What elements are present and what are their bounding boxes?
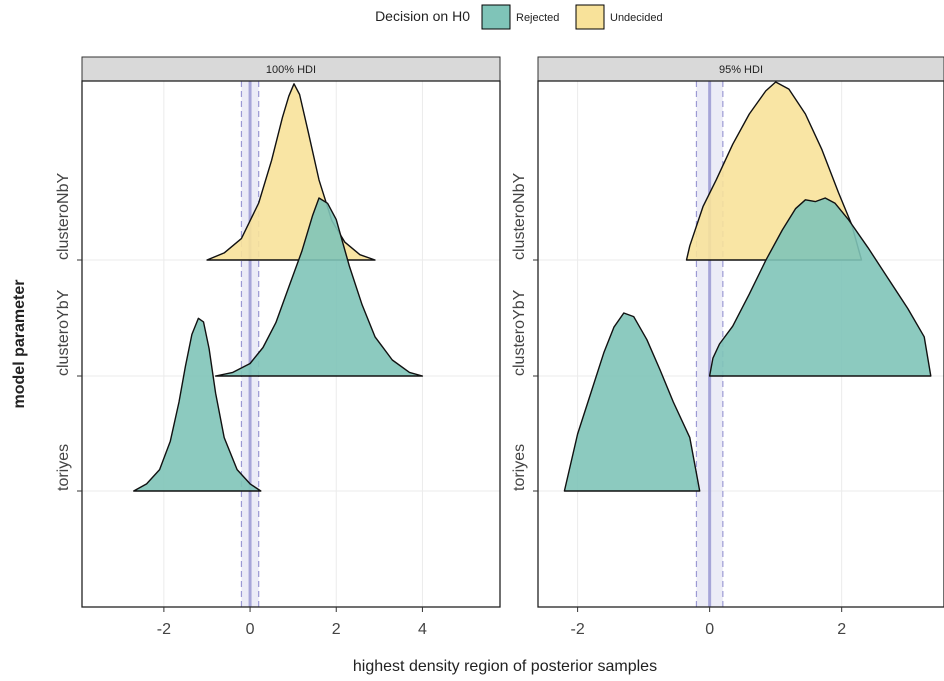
ridge-clusteroNbY-undecided [206,83,376,261]
ridge-clusteroYbY-rejected [708,197,932,377]
panel-1: 100% HDI -2 0 2 4 toriyes clusteroYbY clusteroN… [55,56,501,638]
y-tick-label-clusteroNbY: clusteroNbY [511,173,528,260]
y-tick-label-toriyes: toriyes [55,444,72,491]
x-axis-title: highest density region of posterior samp… [353,658,657,675]
panel-border [537,80,944,608]
y-tick-label-clusteroNbY: clusteroNbY [55,173,72,260]
legend-label-rejected: Rejected [516,12,559,24]
legend-key-undecided [575,4,605,30]
legend-title: Decision on H0 [375,8,470,24]
x-tick-label: -2 [570,621,584,638]
y-tick-label-clusteroYbY: clusteroYbY [55,289,72,376]
x-tick-label: 0 [246,621,255,638]
x-tick-label: -2 [157,621,171,638]
x-tick-label: 2 [837,621,846,638]
legend-key-rejected [481,4,511,30]
y-tick-label-clusteroYbY: clusteroYbY [511,289,528,376]
panel-2: 95% HDI -2 0 2 toriyes clusteroYbY clusteroNbY [511,56,944,638]
legend-label-undecided: Undecided [610,12,663,24]
ridge-clusteroYbY-rejected [214,197,424,377]
x-tick-label: 4 [418,621,427,638]
ridge-toriyes-rejected [563,312,701,492]
x-tick-label: 2 [332,621,341,638]
panel-strip [81,56,501,82]
panel-strip-label: 95% HDI [719,64,763,76]
panel-strip [537,56,944,82]
x-tick-label: 0 [705,621,714,638]
y-tick-label-toriyes: toriyes [511,444,528,491]
panel-border [81,80,501,608]
panel-strip-label: 100% HDI [266,64,316,76]
ridge-toriyes-rejected [133,317,262,492]
y-axis-title: model parameter [11,280,28,409]
